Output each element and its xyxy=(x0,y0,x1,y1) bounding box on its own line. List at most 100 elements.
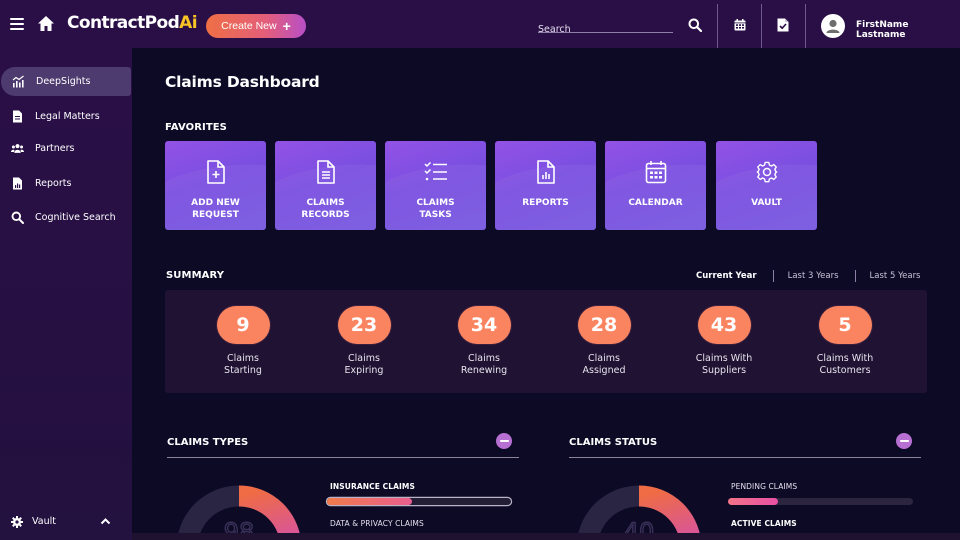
favorite-calendar[interactable]: CALENDAR xyxy=(605,141,706,230)
search-icon[interactable] xyxy=(688,18,702,32)
create-new-label: Create New xyxy=(221,20,277,32)
brand-logo[interactable]: ContractPodAi xyxy=(67,13,198,33)
sidebar-item-reports[interactable]: Reports xyxy=(0,169,132,198)
user-avatar-icon xyxy=(826,19,840,33)
stat-label-line1: Claims xyxy=(468,353,500,364)
stat-label-line1: Claims With xyxy=(816,353,874,364)
gear-icon xyxy=(11,516,23,528)
summary-panel: 9 Claims Starting 23 Claims Expiring 34 Cl… xyxy=(165,290,927,393)
bar-label-insurance-claims: INSURANCE CLAIMS xyxy=(330,482,415,491)
favorite-vault[interactable]: VAULT xyxy=(716,141,817,230)
tile-label-line2: REQUEST xyxy=(192,210,239,220)
tile-label: REPORTS xyxy=(522,198,569,208)
favorite-reports[interactable]: REPORTS xyxy=(495,141,596,230)
stat-label-line1: Claims With xyxy=(695,353,753,364)
stat-label-line2: Suppliers xyxy=(701,365,747,376)
bar-label-data-privacy-claims: DATA & PRIVACY CLAIMS xyxy=(330,519,424,528)
file-text-icon xyxy=(316,160,335,184)
claims-types-heading: CLAIMS TYPES xyxy=(167,437,249,448)
tab-last-3-years[interactable]: Last 3 Years xyxy=(787,271,839,281)
sidebar-item-cognitive-search[interactable]: Cognitive Search xyxy=(0,203,132,232)
home-icon[interactable] xyxy=(37,15,55,32)
stat-label-line2: Starting xyxy=(224,365,262,376)
tab-last-5-years[interactable]: Last 5 Years xyxy=(869,271,921,281)
chevron-up-icon[interactable] xyxy=(100,517,111,525)
bar-pending-claims xyxy=(728,498,913,505)
bar-fill xyxy=(728,498,778,505)
sidebar-item-deepsights[interactable]: DeepSights xyxy=(1,67,131,96)
calendar-icon[interactable] xyxy=(734,19,746,31)
minus-icon xyxy=(899,439,909,443)
document-icon xyxy=(13,110,22,123)
claims-types-donut-chart: 98 xyxy=(177,485,301,540)
bar-fill xyxy=(327,498,412,505)
claims-status-donut-chart: 40 xyxy=(577,485,701,540)
stat-label-line1: Claims xyxy=(348,353,380,364)
task-check-icon[interactable] xyxy=(777,18,789,32)
stat-label-line2: Renewing xyxy=(460,365,508,376)
sidebar-item-partners[interactable]: Partners xyxy=(0,134,132,163)
bar-insurance-claims xyxy=(327,498,511,505)
stat-label-line2: Assigned xyxy=(582,365,626,376)
file-chart-icon xyxy=(536,160,555,184)
bar-label-active-claims: ACTIVE CLAIMS xyxy=(731,519,797,528)
sidebar-vault-toggle[interactable]: Vault xyxy=(0,510,132,534)
tile-label-line1: CLAIMS xyxy=(306,198,345,208)
tab-current-year[interactable]: Current Year xyxy=(696,271,757,281)
sidebar-item-label: Reports xyxy=(35,178,72,189)
brand-name: ContractPod xyxy=(67,13,180,33)
divider xyxy=(761,4,762,48)
tile-label-line1: CLAIMS xyxy=(416,198,455,208)
tile-label: CALENDAR xyxy=(628,198,683,208)
divider xyxy=(854,270,856,282)
vault-label: Vault xyxy=(32,516,56,527)
report-icon xyxy=(13,177,22,190)
divider xyxy=(569,457,921,458)
search-field[interactable] xyxy=(538,17,673,35)
stat-claims-with-customers[interactable]: 5 Claims With Customers xyxy=(790,306,900,377)
divider xyxy=(717,4,718,48)
user-avatar[interactable] xyxy=(821,14,845,38)
search-icon xyxy=(11,211,24,224)
stat-label-line2: Customers xyxy=(819,365,871,376)
stat-claims-renewing[interactable]: 34 Claims Renewing xyxy=(429,306,539,377)
stat-value: 34 xyxy=(457,306,511,344)
favorite-claims-tasks[interactable]: CLAIMS TASKS xyxy=(385,141,486,230)
claims-status-collapse-button[interactable] xyxy=(896,433,912,449)
stat-claims-starting[interactable]: 9 Claims Starting xyxy=(188,306,298,377)
sidebar-item-label: Partners xyxy=(35,143,75,154)
plus-icon: + xyxy=(282,18,291,34)
gear-icon xyxy=(756,161,777,183)
stat-value: 43 xyxy=(697,306,751,344)
stat-value: 9 xyxy=(216,306,270,344)
sidebar-item-label: Cognitive Search xyxy=(35,212,116,223)
stat-value: 28 xyxy=(577,306,631,344)
user-name[interactable]: FirstName Lastname xyxy=(856,20,909,40)
file-plus-icon xyxy=(206,160,225,184)
scroll-edge xyxy=(132,533,960,540)
create-new-button[interactable]: Create New + xyxy=(206,14,306,38)
tile-label-line1: ADD NEW xyxy=(191,198,240,208)
top-bar: ContractPodAi Create New + FirstName Las… xyxy=(0,0,960,48)
sidebar-item-legal-matters[interactable]: Legal Matters xyxy=(0,102,132,131)
stat-claims-expiring[interactable]: 23 Claims Expiring xyxy=(309,306,419,377)
sidebar-item-label: DeepSights xyxy=(36,76,91,87)
divider xyxy=(772,270,774,282)
search-input[interactable] xyxy=(538,24,673,35)
bar-label-pending-claims: PENDING CLAIMS xyxy=(731,482,798,491)
stat-claims-assigned[interactable]: 28 Claims Assigned xyxy=(549,306,659,377)
favorite-add-new-request[interactable]: ADD NEW REQUEST xyxy=(165,141,266,230)
favorite-claims-records[interactable]: CLAIMS RECORDS xyxy=(275,141,376,230)
period-tabs: Current Year Last 3 Years Last 5 Years xyxy=(696,269,921,283)
tile-label-line2: RECORDS xyxy=(301,210,350,220)
summary-heading: SUMMARY xyxy=(166,270,225,281)
chart-icon xyxy=(12,75,24,88)
claims-types-collapse-button[interactable] xyxy=(496,433,512,449)
calendar-icon xyxy=(645,161,666,184)
stat-label-line2: Expiring xyxy=(344,365,384,376)
stat-claims-with-suppliers[interactable]: 43 Claims With Suppliers xyxy=(669,306,779,377)
page-title: Claims Dashboard xyxy=(165,73,320,91)
claims-status-heading: CLAIMS STATUS xyxy=(569,437,658,448)
divider xyxy=(805,4,806,48)
menu-icon[interactable] xyxy=(10,18,24,30)
